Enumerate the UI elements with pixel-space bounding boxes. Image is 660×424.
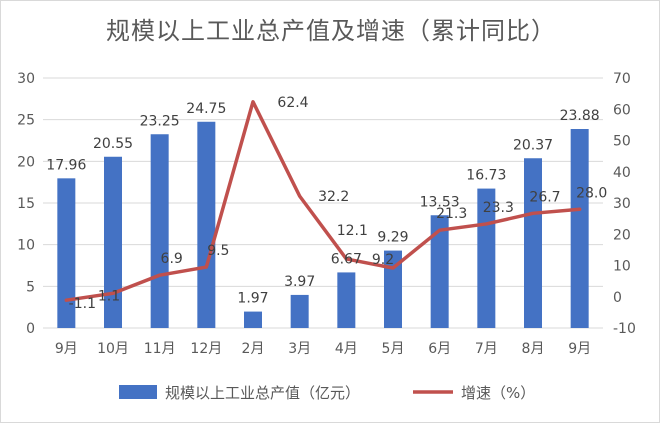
bar-data-label: 1.97 [237, 291, 268, 307]
bar-data-label: 6.67 [331, 251, 362, 267]
x-tick-label: 4月 [335, 341, 358, 357]
bar [150, 134, 169, 328]
chart-title: 规模以上工业总产值及增速（累计同比） [106, 17, 556, 45]
bar [384, 250, 402, 328]
line-data-label: 32.2 [318, 189, 349, 205]
y-right-tick-label: 0 [613, 290, 622, 306]
x-tick-label: 5月 [382, 341, 405, 357]
x-tick-label: 10月 [97, 341, 129, 357]
line-data-label: 6.9 [161, 251, 183, 267]
legend-bar-swatch [119, 385, 157, 399]
x-tick-label: 11月 [144, 341, 176, 357]
bar [337, 272, 356, 328]
y-right-tick-label: 70 [613, 71, 631, 87]
legend-line-label: 增速（%） [461, 384, 535, 402]
bar [570, 129, 589, 328]
x-tick-label: 12月 [190, 341, 222, 357]
y-left-tick-label: 10 [17, 238, 35, 254]
bar-data-label: 23.88 [560, 108, 600, 124]
line-data-label: 28.0 [576, 185, 607, 201]
x-tick-label: 9月 [55, 341, 78, 357]
y-left-tick-label: 30 [17, 71, 35, 87]
line-data-label: 12.1 [337, 223, 368, 239]
y-left-tick-label: 20 [17, 154, 35, 170]
bar [244, 311, 262, 328]
line-data-label: 62.4 [277, 95, 308, 111]
y-left-tick-label: 5 [26, 279, 35, 295]
x-tick-label: 2月 [242, 341, 265, 357]
y-right-tick-label: 60 [613, 102, 631, 118]
bar-data-label: 17.96 [46, 157, 86, 173]
y-left-tick-label: 25 [17, 113, 35, 129]
x-tick-label: 7月 [475, 341, 498, 357]
bar [197, 121, 216, 328]
bar [104, 156, 122, 328]
bar [290, 294, 309, 328]
bar [524, 158, 542, 328]
line-data-label: 21.3 [436, 206, 467, 222]
y-right-tick-label: -10 [613, 321, 636, 337]
bar-data-label: 13.53 [420, 194, 460, 210]
bar-data-label: 24.75 [186, 101, 226, 117]
y-right-tick-label: 40 [613, 165, 631, 181]
line-data-label: -1.1 [69, 296, 96, 312]
x-tick-label: 6月 [428, 341, 451, 357]
legend-bar-label: 规模以上工业总产值（亿元） [165, 384, 360, 402]
y-right-tick-label: 50 [613, 134, 631, 150]
line-series [64, 100, 582, 302]
x-tick-label: 3月 [288, 341, 311, 357]
bar-data-label: 23.25 [140, 113, 180, 129]
y-right-tick-label: 20 [613, 227, 631, 243]
y-right-tick-label: 10 [613, 259, 631, 275]
line-data-label: 9.5 [207, 243, 229, 259]
x-tick-label: 9月 [568, 341, 591, 357]
bar [57, 178, 76, 328]
y-right-tick-label: 30 [613, 196, 631, 212]
line-data-label: 1.1 [98, 288, 120, 304]
y-left-tick-label: 15 [17, 196, 35, 212]
bar-data-label: 3.97 [284, 274, 315, 290]
x-tick-label: 8月 [522, 341, 545, 357]
line-data-label: 9.2 [372, 252, 394, 268]
bar-data-label: 9.29 [377, 230, 408, 246]
line-data-label: 26.7 [529, 189, 560, 205]
bar-data-label: 16.73 [466, 168, 506, 184]
bar-data-label: 20.37 [513, 137, 553, 153]
bar [430, 215, 449, 328]
y-left-tick-label: 0 [26, 321, 35, 337]
line-data-label: 23.3 [483, 200, 514, 216]
bar-data-label: 20.55 [93, 136, 133, 152]
